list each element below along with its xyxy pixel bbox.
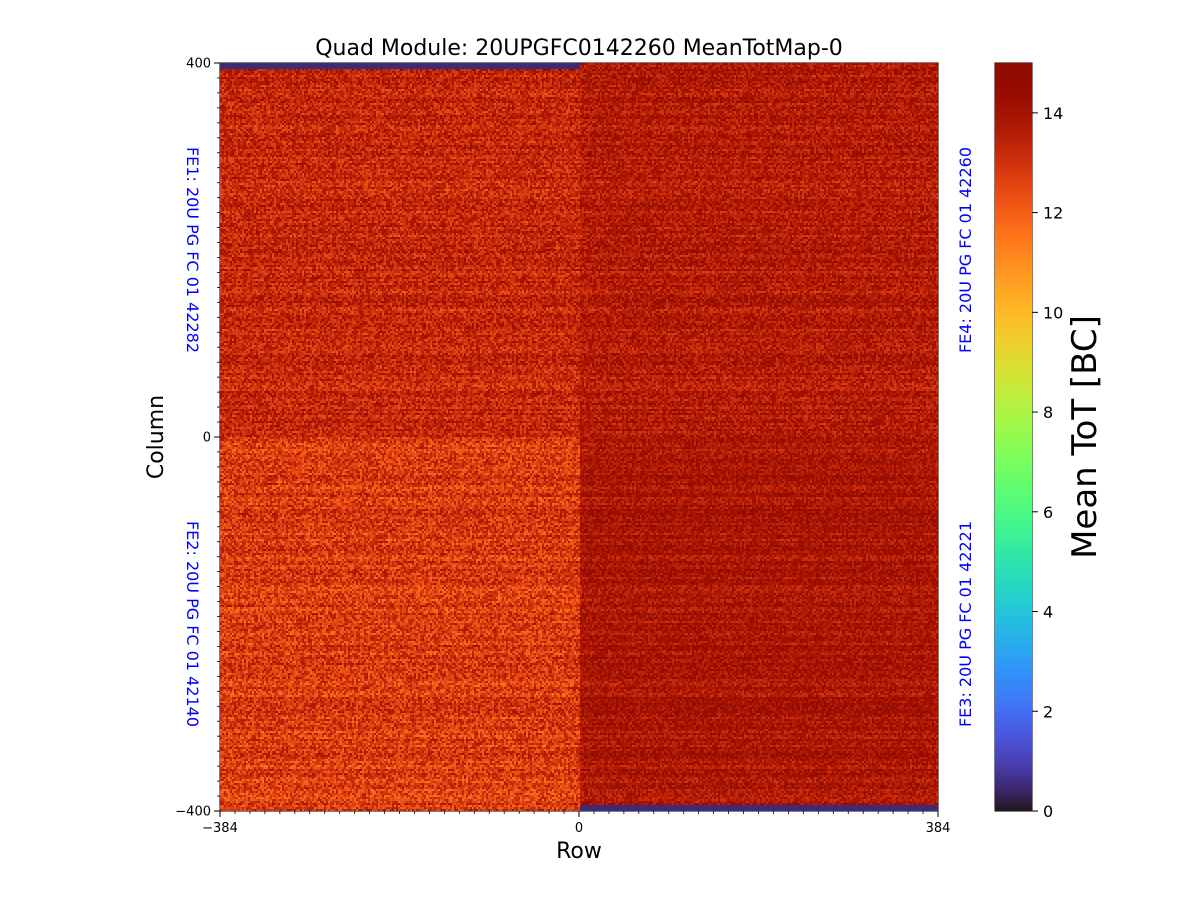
colorbar-tick-label: 14 — [1043, 104, 1063, 123]
heatmap-image — [220, 63, 938, 811]
fe-label: FE2: 20U PG FC 01 42140 — [183, 521, 202, 727]
x-axis-label: Row — [556, 839, 602, 864]
x-tick-label: 384 — [926, 821, 951, 836]
fe-label: FE3: 20U PG FC 01 42221 — [956, 521, 975, 727]
fe-label: FE4: 20U PG FC 01 42260 — [956, 147, 975, 353]
colorbar-tick-label: 6 — [1043, 503, 1053, 522]
axis-ticks: −384 0 384 400 0 −400 — [175, 57, 950, 837]
y-tick-label: 0 — [203, 431, 211, 446]
colorbar-tick-label: 12 — [1043, 204, 1063, 223]
y-tick-label: 400 — [186, 57, 211, 72]
colorbar-tick-label: 2 — [1043, 702, 1053, 721]
colorbar-label: Mean ToT [BC] — [1065, 315, 1105, 559]
fe-label-group: FE1: 20U PG FC 01 42282 FE4: 20U PG FC 01… — [183, 147, 975, 727]
colorbar-gradient — [995, 63, 1032, 811]
y-axis-label: Column — [144, 395, 169, 479]
x-tick-label: 0 — [575, 821, 583, 836]
colorbar-tick-label: 10 — [1043, 303, 1063, 322]
colorbar-tick-label: 8 — [1043, 403, 1053, 422]
y-tick-label: −400 — [175, 805, 211, 820]
colorbar-tick-label: 4 — [1043, 603, 1053, 622]
colorbar-tick-label: 0 — [1043, 802, 1053, 821]
chart-title: Quad Module: 20UPGFC0142260 MeanTotMap-0 — [315, 36, 843, 61]
fe-label: FE1: 20U PG FC 01 42282 — [183, 147, 202, 353]
x-tick-label: −384 — [202, 821, 238, 836]
colorbar-ticks: 0 2 4 6 8 10 12 14 — [1032, 104, 1063, 821]
